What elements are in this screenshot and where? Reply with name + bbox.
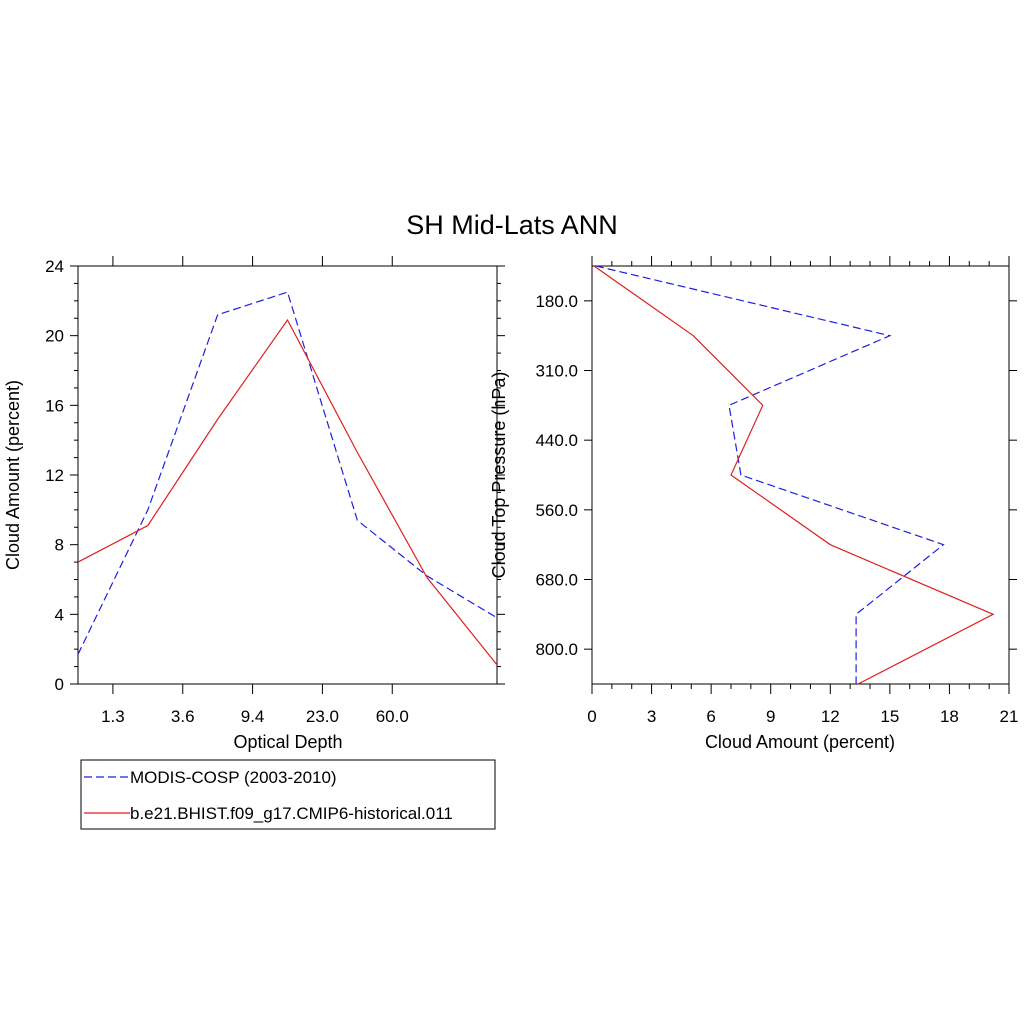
right-xlabel: Cloud Amount (percent) xyxy=(705,732,895,752)
legend: MODIS-COSP (2003-2010) b.e21.BHIST.f09_g… xyxy=(80,759,496,830)
right-xtick-label: 9 xyxy=(766,707,775,726)
right-plot-frame xyxy=(591,265,1010,685)
legend-label-obs: MODIS-COSP (2003-2010) xyxy=(130,768,337,787)
right-series-model-line xyxy=(593,265,995,685)
chart-title: SH Mid-Lats ANN xyxy=(406,210,618,240)
left-ytick-label: 16 xyxy=(45,396,64,415)
right-ytick-label: 180.0 xyxy=(535,292,578,311)
right-series-obs-line xyxy=(595,265,945,684)
right-xtick-label: 21 xyxy=(1000,707,1019,726)
left-ytick-label: 24 xyxy=(45,257,64,276)
right-ytick-label: 800.0 xyxy=(535,640,578,659)
left-xtick-label: 3.6 xyxy=(171,707,195,726)
optical-depth-panel: Optical Depth Cloud Amount (percent) 0 4 8… xyxy=(3,256,505,752)
left-series-obs-line xyxy=(77,291,498,655)
left-ytick-label: 12 xyxy=(45,466,64,485)
right-ytick-label: 310.0 xyxy=(535,362,578,381)
right-ylabel: Cloud Top Pressure (hPa) xyxy=(489,372,509,579)
legend-label-model: b.e21.BHIST.f09_g17.CMIP6-historical.011 xyxy=(130,804,453,823)
left-xlabel: Optical Depth xyxy=(233,732,342,752)
left-ylabel: Cloud Amount (percent) xyxy=(3,380,23,570)
left-xtick-label: 60.0 xyxy=(376,707,409,726)
left-xtick-label: 1.3 xyxy=(101,707,125,726)
right-ytick-label: 680.0 xyxy=(535,571,578,590)
left-ytick-label: 20 xyxy=(45,327,64,346)
legend-box xyxy=(80,759,496,830)
left-plot-frame xyxy=(77,265,498,685)
left-xtick-label: 9.4 xyxy=(241,707,265,726)
right-xtick-label: 15 xyxy=(880,707,899,726)
left-series-model-line xyxy=(77,318,498,666)
right-xtick-label: 18 xyxy=(940,707,959,726)
right-xtick-label: 12 xyxy=(821,707,840,726)
left-xtick-label: 23.0 xyxy=(306,707,339,726)
left-ytick-label: 8 xyxy=(55,536,64,555)
right-ytick-label: 560.0 xyxy=(535,501,578,520)
right-xtick-label: 6 xyxy=(706,707,715,726)
left-ytick-label: 0 xyxy=(55,675,64,694)
right-xtick-label: 3 xyxy=(647,707,656,726)
right-ytick-label: 440.0 xyxy=(535,431,578,450)
cloud-top-pressure-panel: Cloud Amount (percent) Cloud Top Pressur… xyxy=(489,256,1018,752)
left-ytick-label: 4 xyxy=(55,605,64,624)
right-xtick-label: 0 xyxy=(587,707,596,726)
